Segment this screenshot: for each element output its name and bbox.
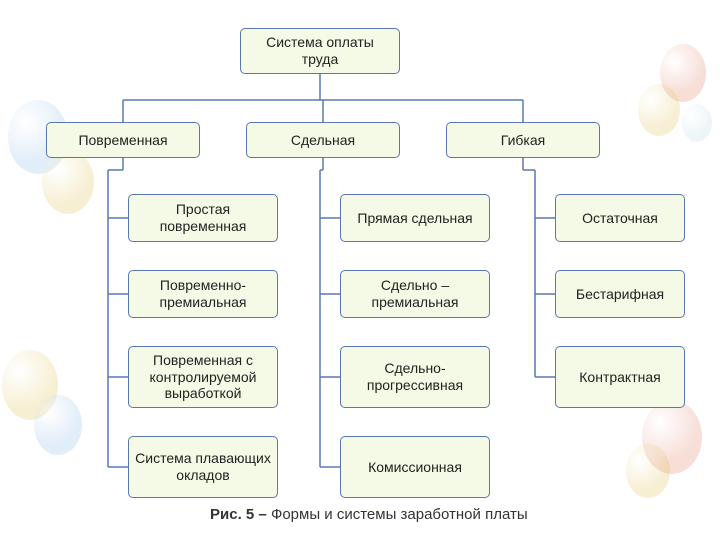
decor-balloon bbox=[626, 444, 670, 498]
node-a2: Повременно-премиальная bbox=[128, 270, 278, 318]
node-b1: Прямая сдельная bbox=[340, 194, 490, 242]
node-b2: Сдельно – премиальная bbox=[340, 270, 490, 318]
node-c3: Контрактная bbox=[555, 346, 685, 408]
node-a4: Система плавающих окладов bbox=[128, 436, 278, 498]
caption-prefix: Рис. 5 – bbox=[210, 506, 271, 523]
node-root: Система оплаты труда bbox=[240, 28, 400, 74]
decor-balloon bbox=[34, 395, 82, 455]
node-c1: Остаточная bbox=[555, 194, 685, 242]
node-c2: Бестарифная bbox=[555, 270, 685, 318]
node-b4: Комиссионная bbox=[340, 436, 490, 498]
node-a3: Повременная с контролируемой выработкой bbox=[128, 346, 278, 408]
decor-balloon bbox=[638, 84, 680, 136]
figure-caption: Рис. 5 – Формы и системы заработной плат… bbox=[210, 506, 528, 523]
caption-text: Формы и системы заработной платы bbox=[271, 506, 528, 523]
node-l1a: Повременная bbox=[46, 122, 200, 158]
node-a1: Простая повременная bbox=[128, 194, 278, 242]
node-l1b: Сдельная bbox=[246, 122, 400, 158]
node-b3: Сдельно-прогрессивная bbox=[340, 346, 490, 408]
decor-balloon bbox=[42, 150, 94, 214]
decor-balloon bbox=[682, 104, 712, 142]
node-l1c: Гибкая bbox=[446, 122, 600, 158]
